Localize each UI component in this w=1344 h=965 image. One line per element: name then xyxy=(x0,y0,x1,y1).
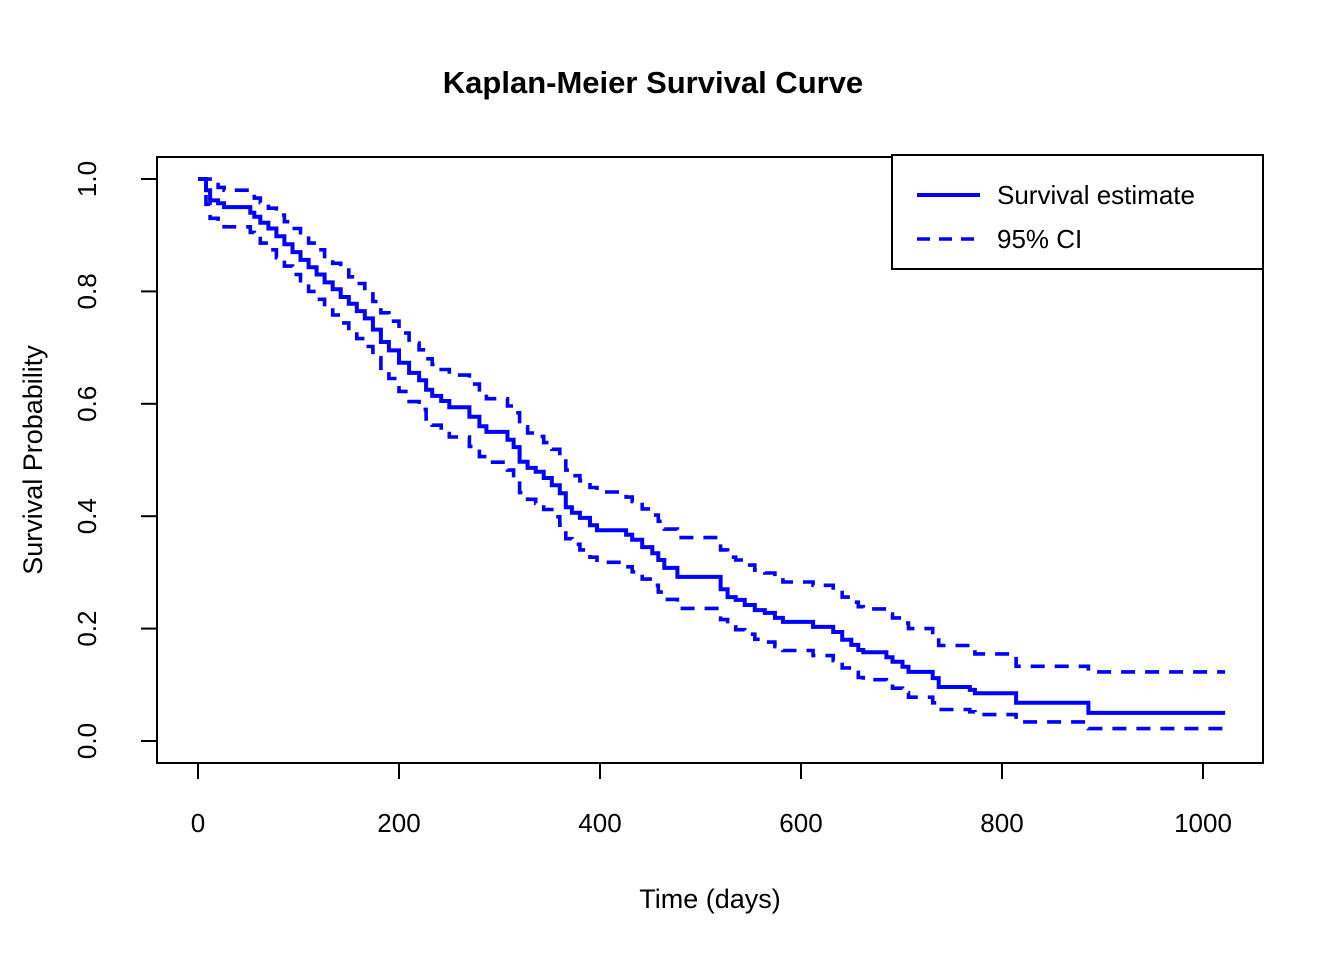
ci-upper-curve xyxy=(198,177,1226,674)
x-tick-label: 600 xyxy=(779,808,822,838)
chart-title: Kaplan-Meier Survival Curve xyxy=(443,65,863,100)
curves-group xyxy=(198,177,1226,731)
y-axis-title: Survival Probability xyxy=(18,345,48,575)
ci-lower-curve xyxy=(198,177,1226,731)
x-tick-label: 400 xyxy=(578,808,621,838)
y-tick-label: 0.4 xyxy=(72,498,102,534)
legend: Survival estimate 95% CI xyxy=(891,154,1264,270)
legend-label-95ci: 95% CI xyxy=(997,224,1082,254)
legend-label-survival-estimate: Survival estimate xyxy=(997,180,1195,210)
legend-box xyxy=(891,154,1264,270)
survival-estimate-curve xyxy=(198,177,1226,715)
x-axis-title: Time (days) xyxy=(639,884,781,914)
y-tick-label: 0.6 xyxy=(72,386,102,422)
y-tick-label: 1.0 xyxy=(72,161,102,197)
x-axis-ticks: 0 200 400 600 800 1000 xyxy=(191,763,1232,838)
x-tick-label: 200 xyxy=(377,808,420,838)
x-tick-label: 1000 xyxy=(1174,808,1232,838)
x-tick-label: 800 xyxy=(980,808,1023,838)
y-axis-ticks: 0.0 0.2 0.4 0.6 0.8 1.0 xyxy=(72,161,157,759)
y-tick-label: 0.0 xyxy=(72,723,102,759)
y-tick-label: 0.2 xyxy=(72,611,102,647)
x-tick-label: 0 xyxy=(191,808,205,838)
plot-border xyxy=(156,156,1264,764)
y-tick-label: 0.8 xyxy=(72,273,102,309)
